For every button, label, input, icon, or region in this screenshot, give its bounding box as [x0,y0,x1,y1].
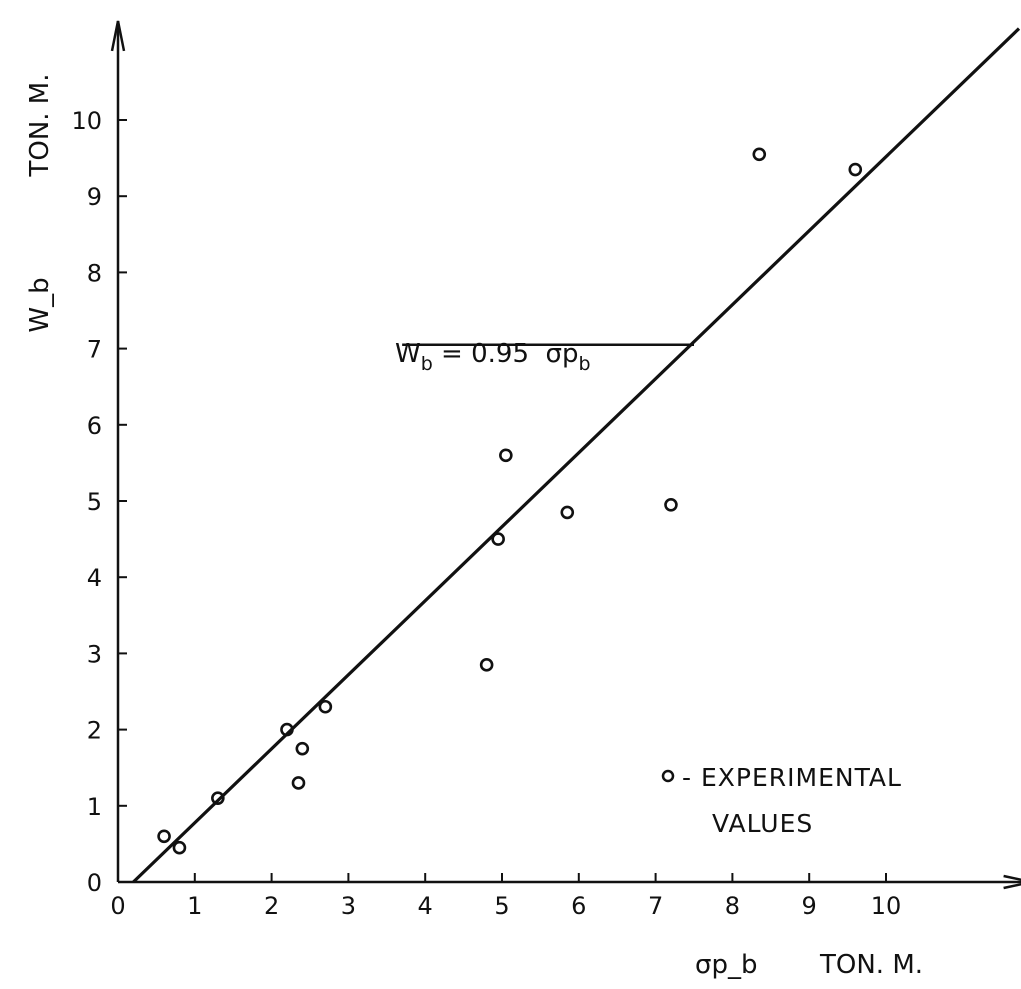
data-point [157,829,171,844]
data-point [280,722,294,737]
x-tick-label: 5 [494,892,509,920]
legend: - EXPERIMENTAL VALUES [661,763,902,838]
y-tick-label: 7 [87,336,102,364]
fit-label-sub: b [421,353,433,375]
x-tick-label: 1 [187,892,202,920]
x-tick-label: 0 [110,892,125,920]
x-tick-label: 6 [571,892,586,920]
y-tick-label: 0 [87,869,102,897]
legend-line1: - EXPERIMENTAL [682,763,902,792]
data-point [491,532,505,546]
x-tick-label: 10 [871,892,902,920]
legend-line2: VALUES [712,809,813,838]
data-point [752,147,767,162]
data-point [295,741,310,756]
y-axis-unit-text: TON. M. [25,73,55,177]
data-point [172,840,187,855]
y-tick-label: 9 [87,183,102,211]
x-tick-label: 7 [648,892,663,920]
x-tick-label: 2 [264,892,279,920]
y-tick-label: 1 [87,793,102,821]
data-point [560,505,575,520]
svg-text:W_b: W_b [25,277,55,332]
x-axis-label: σp_b [695,950,758,980]
fit-line-annotation: Wb = 0.95 σpb [395,339,591,375]
y-axis-label: W_b [25,277,55,332]
y-tick-label: 4 [87,564,102,592]
y-tick-label: 3 [87,640,102,668]
x-tick-label: 8 [725,892,740,920]
data-points [157,147,863,855]
fit-label-main: W [395,339,421,369]
y-axis-title: W_b [25,277,55,332]
y-tick-label: 5 [87,488,102,516]
x-tick-label: 4 [418,892,433,920]
fit-label-sub2: b [579,353,591,375]
tick-marks [118,119,887,882]
y-tick-label: 8 [87,259,102,287]
fit-line [132,27,1021,884]
data-point [664,498,678,512]
y-tick-label: 2 [87,717,102,745]
fit-label-eq: = 0.95 σp [433,339,579,369]
fit-line-group [132,27,1021,884]
axes [110,20,1021,890]
data-point [479,658,494,672]
tick-labels: 0 1 2 3 4 5 6 7 8 9 10 0 1 2 3 4 5 6 7 8 9 10 [71,107,901,920]
data-point [291,776,306,790]
x-tick-label: 9 [802,892,817,920]
data-point [848,162,863,177]
y-axis-unit: TON. M. [25,73,55,177]
y-tick-label: 10 [71,107,102,135]
data-point [499,448,513,463]
x-axis-unit: TON. M. [819,950,923,980]
data-point [211,791,225,805]
data-point [318,699,333,714]
y-tick-label: 6 [87,412,102,440]
y-axis-arrow [110,20,126,52]
x-axis-arrow [1003,874,1021,890]
x-tick-label: 3 [341,892,356,920]
legend-marker [661,769,675,783]
